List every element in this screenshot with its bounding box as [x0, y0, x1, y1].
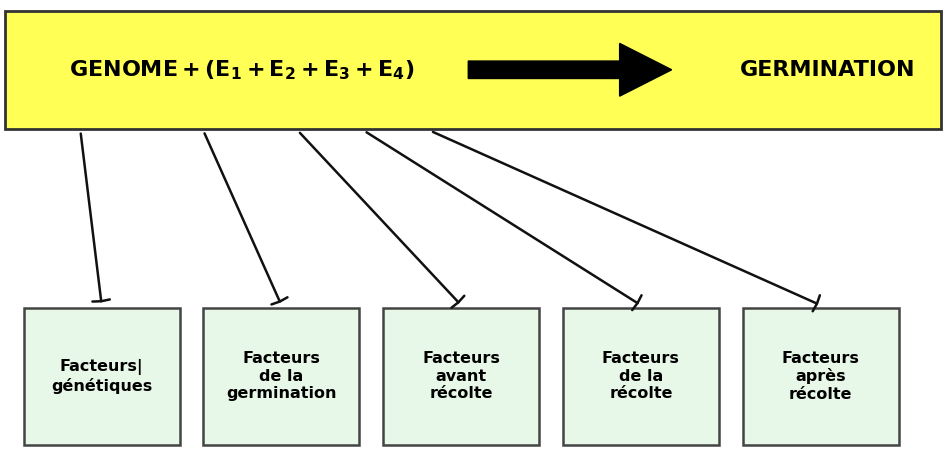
FancyBboxPatch shape	[5, 11, 941, 129]
Text: Facteurs
de la
récolte: Facteurs de la récolte	[602, 352, 680, 401]
FancyBboxPatch shape	[743, 308, 899, 445]
FancyBboxPatch shape	[383, 308, 539, 445]
Text: Facteurs
avant
récolte: Facteurs avant récolte	[422, 352, 500, 401]
Text: GERMINATION: GERMINATION	[740, 60, 916, 80]
Text: $\mathbf{GENOME + (E_1 + E_2 + E_3 +E_4)}$: $\mathbf{GENOME + (E_1 + E_2 + E_3 +E_4)…	[68, 58, 414, 82]
FancyBboxPatch shape	[563, 308, 719, 445]
Text: Facteurs|
génétiques: Facteurs| génétiques	[51, 359, 152, 394]
FancyArrow shape	[468, 43, 672, 96]
FancyBboxPatch shape	[24, 308, 180, 445]
Text: Facteurs
après
récolte: Facteurs après récolte	[781, 351, 860, 402]
FancyBboxPatch shape	[203, 308, 359, 445]
Text: Facteurs
de la
germination: Facteurs de la germination	[226, 352, 337, 401]
